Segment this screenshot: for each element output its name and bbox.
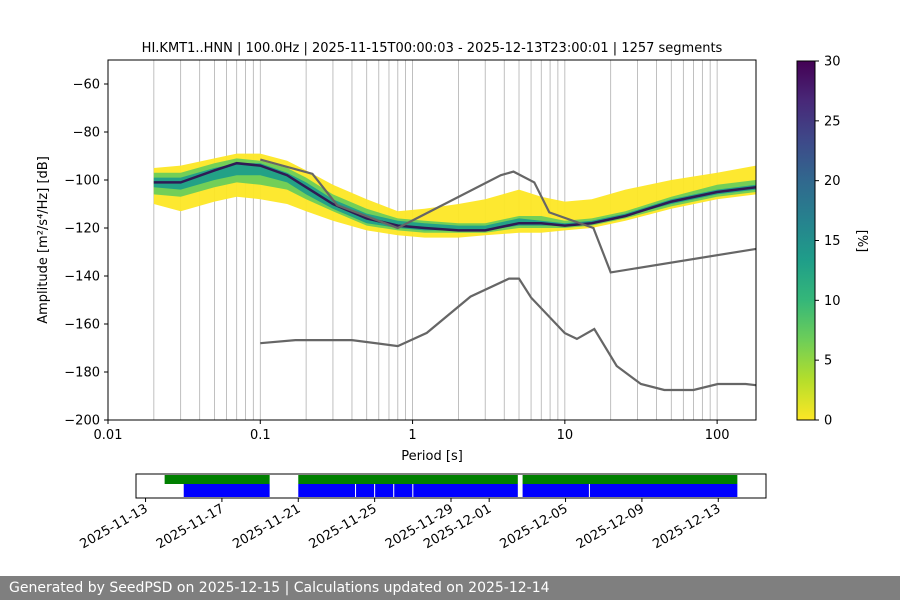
date-tick-label: 2025-12-13 <box>650 501 723 552</box>
colorbar-tick-label: 15 <box>824 234 841 249</box>
x-axis-label: Period [s] <box>401 449 463 464</box>
x-tick-label: 0.1 <box>250 428 271 443</box>
data-available-bars <box>164 475 738 484</box>
axes-frame <box>107 59 757 421</box>
y-axis: −200 −180 −160 −140 −120 −100 −80 −60 <box>64 78 108 429</box>
y-tick-label: −120 <box>64 222 100 237</box>
colorbar-tick-label: 5 <box>824 354 832 369</box>
psd-used-bar <box>183 484 270 497</box>
date-tick-label: 2025-11-13 <box>78 501 151 552</box>
footer-bar: Generated by SeedPSD on 2025-12-15 | Cal… <box>0 576 900 600</box>
nhnm-curve <box>260 158 757 274</box>
x-tick-label: 10 <box>557 428 574 443</box>
y-tick-label: −80 <box>73 126 100 141</box>
colorbar-tick-label: 20 <box>824 174 841 189</box>
colorbar-tick-label: 10 <box>824 294 841 309</box>
y-tick-label: −60 <box>73 78 100 93</box>
date-tick-label: 2025-11-17 <box>154 501 227 552</box>
x-axis: 0.01 0.1 1 10 100 <box>94 420 730 443</box>
date-tick-label: 2025-12-09 <box>574 501 647 552</box>
timeline-x-axis: 2025-11-13 2025-11-17 2025-11-21 2025-11-25… <box>78 498 723 552</box>
data-available-bar <box>298 475 518 484</box>
date-tick-label: 2025-11-25 <box>307 501 380 552</box>
psd-used-bar <box>522 484 738 497</box>
footer-text: Generated by SeedPSD on 2025-12-15 | Cal… <box>9 580 550 596</box>
data-available-bar <box>164 475 270 484</box>
psd-used-bars <box>183 484 738 497</box>
date-tick-label: 2025-12-05 <box>498 501 571 552</box>
density-band-green <box>153 158 757 233</box>
psd-mode-curve <box>153 161 757 232</box>
x-tick-label: 100 <box>705 428 730 443</box>
colorbar-axis: 0 5 10 15 20 25 30 <box>815 55 841 429</box>
y-tick-label: −200 <box>64 414 100 429</box>
date-tick-label: 2025-11-21 <box>230 501 303 552</box>
y-tick-label: −160 <box>64 318 100 333</box>
colorbar-tick-label: 30 <box>824 55 841 70</box>
x-tick-label: 0.01 <box>94 428 123 443</box>
data-available-bar <box>522 475 738 484</box>
psd-figure: 0.01 0.1 1 10 100−200−180−160−140−120−100−80… <box>36 41 869 552</box>
colorbar <box>796 60 816 421</box>
plot-area <box>108 60 756 420</box>
y-tick-label: −140 <box>64 270 100 285</box>
y-tick-label: −100 <box>64 174 100 189</box>
psd-gaps <box>355 484 590 497</box>
y-axis-label: Amplitude [m²/s⁴/Hz] [dB] <box>36 156 51 324</box>
colorbar-tick-label: 25 <box>824 114 841 129</box>
colorbar-tick-label: 0 <box>824 414 832 429</box>
x-tick-label: 1 <box>408 428 416 443</box>
psd-used-bar <box>298 484 518 497</box>
nlnm-curve <box>260 277 757 392</box>
colorbar-label: [%] <box>854 230 869 253</box>
y-tick-label: −180 <box>64 366 100 381</box>
chart-title: HI.KMT1..HNN | 100.0Hz | 2025-11-15T00:0… <box>142 41 723 56</box>
grid-lines <box>153 60 718 420</box>
